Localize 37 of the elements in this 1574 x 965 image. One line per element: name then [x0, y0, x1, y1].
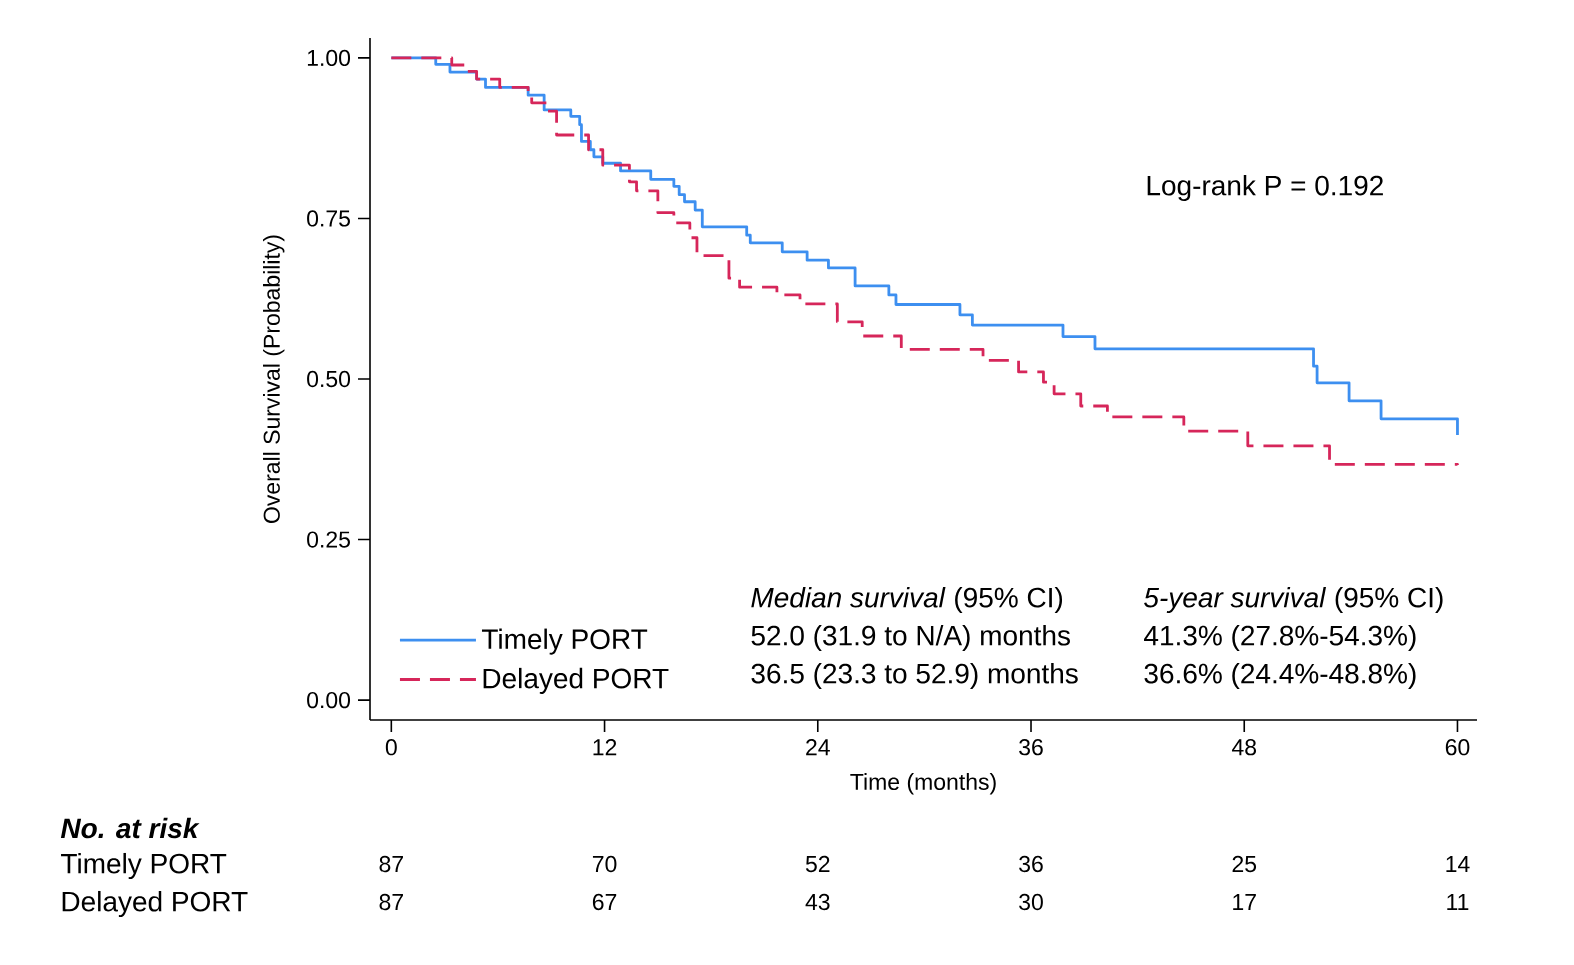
y-tick-label: 0.50 [307, 370, 351, 388]
legend-label: Timely PORT [481, 628, 648, 655]
text: 14 [1446, 856, 1470, 872]
x-tick-label: 0 [385, 739, 397, 756]
x-tick-label: 12 [593, 739, 617, 756]
x-tick-label: 24 [806, 739, 830, 756]
x-tick-label: 60 [1445, 739, 1470, 756]
annotation: 52.0 (31.9 to N/A) months [751, 624, 1070, 652]
text: Timely PORT [61, 852, 227, 880]
x-axis-title: Time (months) [850, 773, 996, 795]
text: 25 [1232, 855, 1257, 873]
text: 36 [1019, 855, 1043, 873]
x-tick-label: 36 [1019, 739, 1043, 756]
legend-label: Delayed PORT [483, 667, 669, 694]
text: 87 [379, 893, 403, 911]
annotation: 36.6% (24.4%-48.8%) [1144, 662, 1416, 690]
annotation: Median survival (95% CI) [751, 586, 1063, 614]
annotation: 5-year survival (95% CI) [1144, 586, 1443, 614]
text: 17 [1233, 894, 1256, 910]
y-axis-title: Overall Survival (Probability) [263, 235, 285, 523]
y-tick-label: 0.75 [307, 210, 350, 227]
text: 30 [1019, 893, 1043, 911]
text: 87 [379, 855, 403, 873]
text: Delayed PORT [62, 890, 248, 918]
annotation: Log-rank P = 0.192 [1147, 174, 1383, 202]
y-tick-label: 0.25 [307, 531, 350, 548]
y-tick-label: 1.00 [307, 49, 351, 67]
y-tick-label: 0.00 [307, 691, 351, 709]
annotation: 36.5 (23.3 to 52.9) months [751, 662, 1078, 690]
text: 70 [592, 855, 617, 873]
text: 43 [805, 893, 830, 911]
x-tick-label: 48 [1231, 739, 1257, 756]
text: 52 [805, 855, 830, 873]
annotation: 41.3% (27.8%-54.3%) [1144, 624, 1416, 652]
text: 67 [592, 893, 617, 911]
text: 11 [1447, 894, 1469, 910]
text: No. at risk [60, 817, 200, 839]
